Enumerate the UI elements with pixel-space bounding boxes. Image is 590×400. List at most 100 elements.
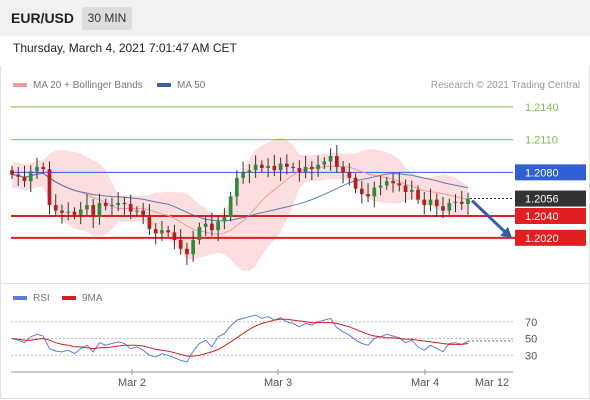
candle-body [103,202,108,207]
candle-body [10,170,14,175]
legend-rsi-label: RSI [33,293,50,304]
panel-divider [0,283,590,284]
candle-body [391,181,395,184]
candle-body [22,176,27,182]
candle-body [122,202,127,204]
candle-body [422,199,427,206]
candle-body [341,166,345,173]
symbol-title: EUR/USD [11,10,75,26]
candle-body [278,163,283,171]
candle-body [135,210,139,212]
candle-body [60,210,64,213]
legend-ma50-label: MA 50 [177,80,206,91]
timestamp: Thursday, March 4, 2021 7:01:47 AM CET [13,41,237,55]
candle-body [316,164,320,170]
candle-body [297,168,302,173]
candle-body [141,210,146,215]
candle-body [453,201,458,203]
candle-body [459,201,464,204]
rsi-series-rsi [11,314,469,363]
candle-body [466,198,470,204]
forecast-arrow-head [500,226,512,238]
candle-body [309,166,314,170]
rsi-swatch-icon [13,296,27,301]
candle-body [53,205,58,211]
candle-body [228,196,233,218]
x-axis-tick-label: Mar 3 [264,377,292,389]
level-tag-2 [515,164,586,181]
candle-body [334,156,339,167]
candle-body [384,181,389,186]
candle-body [85,205,89,210]
candle-body [285,163,289,167]
legend-ma20-label: MA 20 + Bollinger Bands [33,80,143,91]
rsi-tick-label: 70 [525,317,537,329]
level-tag-3 [515,208,586,224]
last-price-tag [515,190,586,207]
x-axis-tick-label: Mar 2 [118,377,146,389]
legend-ma9: 9MA [62,293,103,304]
candle-body [322,161,327,165]
level-label-2: 1.2080 [525,167,559,179]
candle-body [397,183,402,186]
forecast-arrow-shaft [470,199,508,234]
candle-body [428,199,433,206]
header-bar: EUR/USD 30 MIN [0,0,590,36]
candle-body [409,189,414,192]
candle-body [172,232,177,240]
candle-body [203,223,208,227]
candle-body [185,248,189,255]
timeframe-badge[interactable]: 30 MIN [82,7,132,30]
copyright: Research © 2021 Trading Central [430,80,580,91]
candle-body [416,189,420,200]
rsi-series-9ma [11,318,469,357]
candle-body [247,170,252,173]
rsi-tick-label: 50 [525,334,537,346]
candle-body [353,177,358,189]
candle-body [222,217,227,222]
candle-body [116,202,121,206]
ma9-swatch-icon [62,296,76,301]
candle-body [28,171,33,182]
candle-body [403,185,408,192]
candle-body [78,209,83,215]
level-label-3: 1.2040 [525,211,559,223]
candle-body [97,202,102,218]
candle-body [366,194,370,197]
candle-body [260,164,264,168]
candle-body [253,164,258,171]
candle-body [447,202,452,211]
legend-ma20: MA 20 + Bollinger Bands [13,80,143,91]
candle-body [241,172,245,178]
candle-body [303,166,308,173]
candle-body [191,240,195,255]
legend-ma50: MA 50 [157,80,205,91]
rsi-tick-label: 30 [525,350,537,362]
candle-body [328,156,333,162]
bollinger-band [12,137,468,271]
level-tag-4 [515,229,586,246]
candle-body [110,205,114,207]
x-axis-tick-label: Mar 12 [475,377,509,389]
candle-body [197,226,202,240]
candle-body [210,223,214,231]
candle-body [91,205,96,218]
legend-ma9-label: 9MA [82,293,103,304]
ma20-line [11,165,469,235]
candle-body [291,166,295,168]
candle-body [153,229,158,234]
ma50-swatch-icon [157,83,171,88]
candle-body [216,221,220,231]
level-label-1: 1.2110 [525,135,558,147]
candle-body [359,188,364,195]
legend-rsi: RSI [13,293,50,304]
candle-body [378,185,383,188]
candle-body [47,169,52,206]
candle-body [16,174,21,177]
ma20-swatch-icon [13,83,27,88]
ma50-line [11,172,469,222]
candle-body [147,214,152,230]
x-axis-tick-label: Mar 4 [411,377,439,389]
